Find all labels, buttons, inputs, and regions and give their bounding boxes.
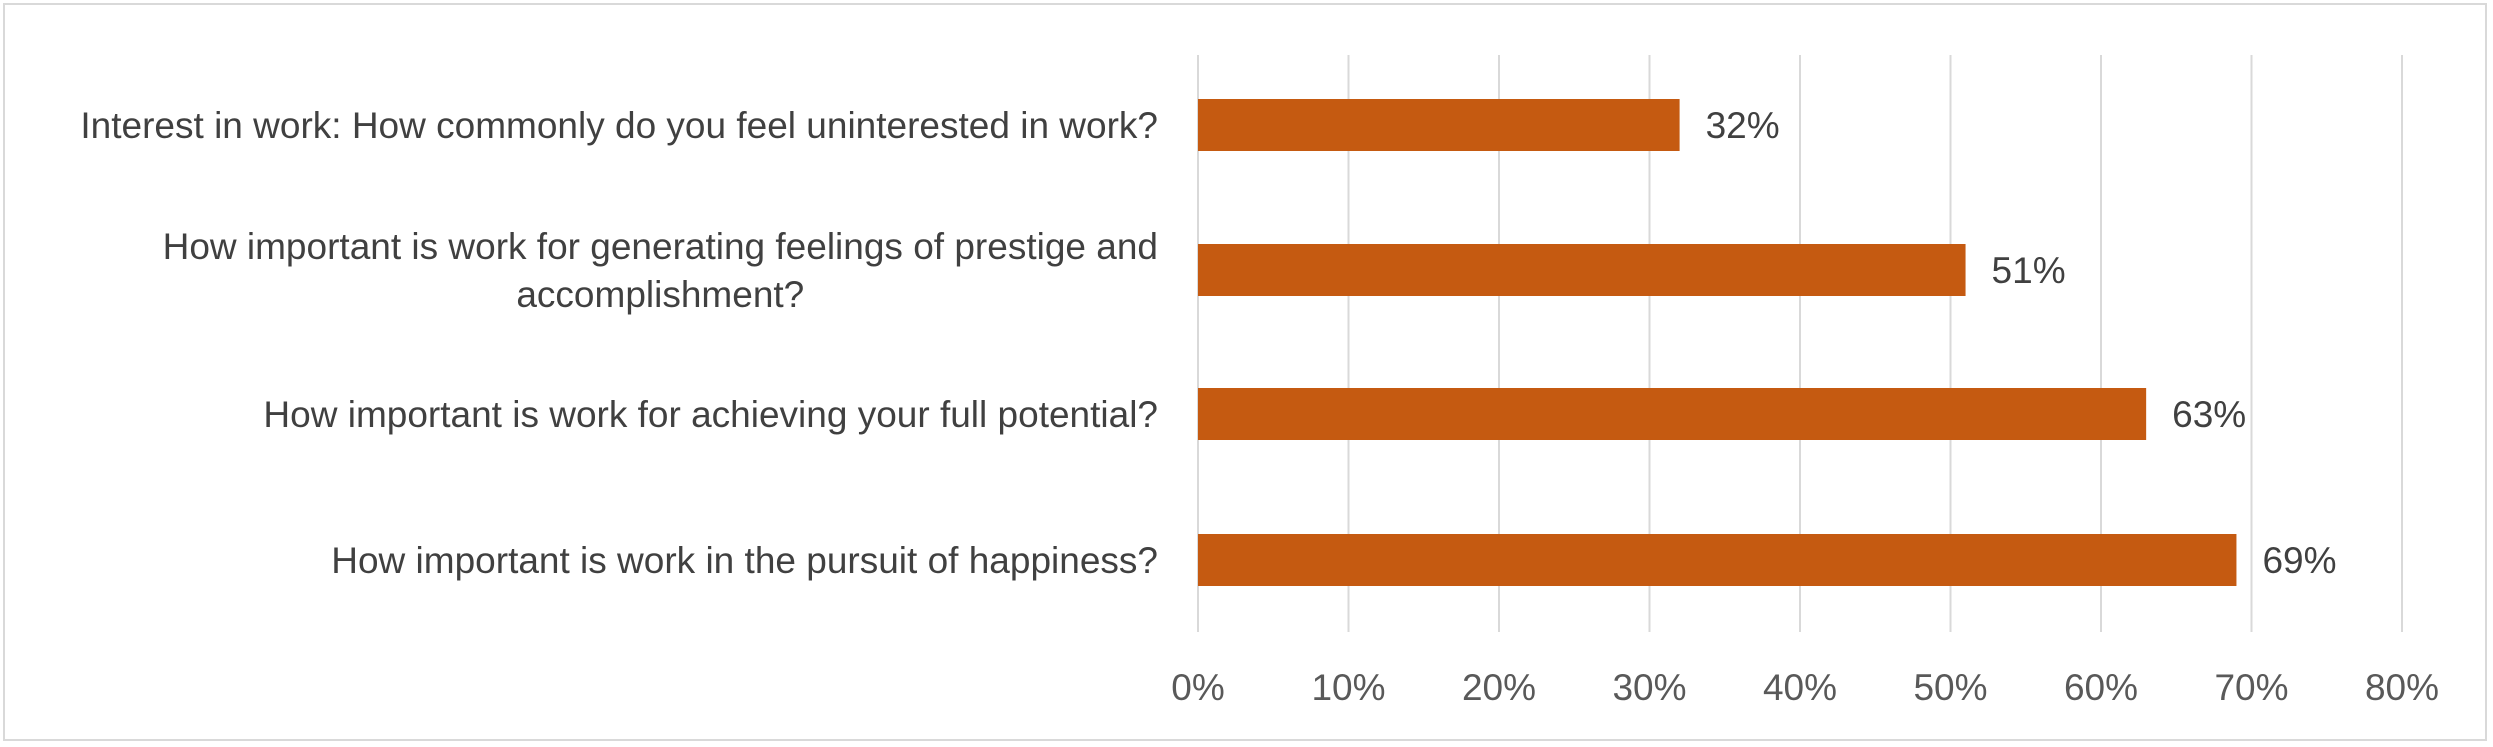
- data-label: 69%: [2262, 540, 2336, 581]
- data-label: 63%: [2172, 394, 2246, 435]
- category-label: How important is work for achieving your…: [263, 394, 1158, 435]
- category-label-line: How important is work in the pursuit of …: [331, 540, 1158, 581]
- x-tick-label: 0%: [1171, 667, 1224, 708]
- data-label: 51%: [1992, 250, 2066, 291]
- category-labels: Interest in work: How commonly do you fe…: [80, 105, 1158, 581]
- bar: [1198, 534, 2237, 586]
- x-tick-label: 70%: [2214, 667, 2288, 708]
- bars: [1198, 99, 2237, 586]
- category-label: How important is work for generating fee…: [163, 226, 1158, 315]
- data-label: 32%: [1706, 105, 1780, 146]
- x-tick-label: 40%: [1763, 667, 1837, 708]
- bar: [1198, 388, 2147, 440]
- category-label: How important is work in the pursuit of …: [331, 540, 1158, 581]
- x-tick-label: 80%: [2365, 667, 2439, 708]
- bar: [1198, 244, 1966, 296]
- x-tick-label: 60%: [2064, 667, 2138, 708]
- x-tick-label: 30%: [1612, 667, 1686, 708]
- data-labels: 32% 51% 63% 69%: [1706, 105, 2337, 581]
- category-label-line: Interest in work: How commonly do you fe…: [80, 105, 1158, 146]
- category-label-line: How important is work for achieving your…: [263, 394, 1158, 435]
- x-tick-label: 10%: [1311, 667, 1385, 708]
- category-label: Interest in work: How commonly do you fe…: [80, 105, 1158, 146]
- x-tick-label: 20%: [1462, 667, 1536, 708]
- x-axis-tick-labels: 0% 10% 20% 30% 40% 50% 60% 70% 80%: [1171, 667, 2439, 708]
- category-label-line: accomplishment?: [516, 274, 804, 315]
- bar: [1198, 99, 1680, 151]
- category-label-line: How important is work for generating fee…: [163, 226, 1158, 267]
- x-tick-label: 50%: [1913, 667, 1987, 708]
